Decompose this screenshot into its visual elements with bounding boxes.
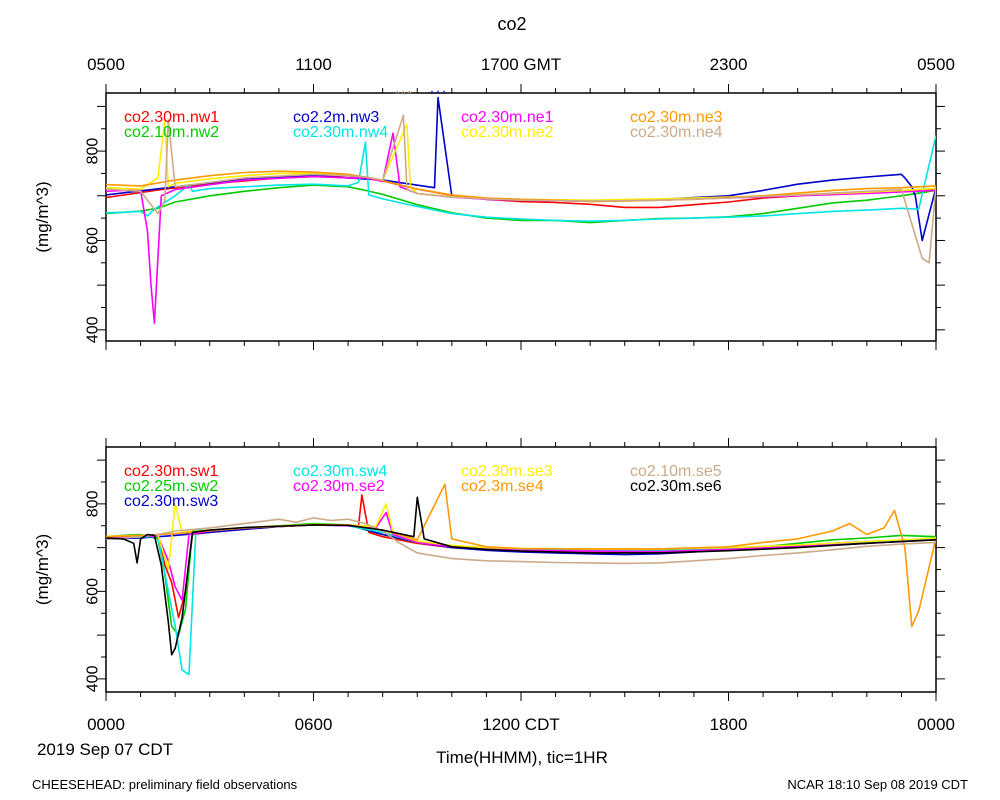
series-line-co2.30m.se3: [106, 503, 936, 571]
series-line-co2.30m.nw4: [106, 135, 936, 222]
x-tick-label: 0000: [917, 715, 955, 734]
x-tick-label: 0600: [295, 715, 333, 734]
marker-co2.2m.nw3: ^: [442, 89, 447, 99]
marker-co2.2m.nw3: ^: [430, 89, 435, 99]
x-tick-label: 1800: [710, 715, 748, 734]
legend-entry-co2.30m.sw4: co2.30m.sw4: [293, 463, 387, 480]
series-line-co2.25m.sw2: [106, 522, 936, 636]
marker-co2.30m.ne4: ^: [401, 89, 406, 99]
marker-co2.2m.nw3: ^: [436, 89, 441, 99]
y-axis-label: (mg/m^3): [33, 181, 52, 252]
legend-entry-co2.30m.ne1: co2.30m.ne1: [461, 109, 554, 126]
date-label: 2019 Sep 07 CDT: [37, 740, 173, 759]
legend-entry-co2.30m.ne3: co2.30m.ne3: [630, 109, 723, 126]
legend-entry-co2.2m.nw3: co2.2m.nw3: [293, 109, 379, 126]
y-tick-label: 400: [85, 316, 102, 343]
legend-entry-co2.30m.se3: co2.30m.se3: [461, 463, 553, 480]
x-tick-label: 0000: [87, 715, 125, 734]
legend-entry-co2.30m.se6: co2.30m.se6: [630, 478, 722, 495]
series-group: [106, 483, 936, 676]
legend-entry-co2.30m.ne4: co2.30m.ne4: [630, 124, 723, 141]
bottom-panel: 400 600 800 (mg/m^3) 0000 0600 1200 CDT 1800 000…: [33, 438, 955, 734]
top-axis-tick-label: 2300: [710, 55, 748, 74]
marker-co2.30m.ne4: ^: [407, 89, 412, 99]
y-tick-label: 800: [85, 490, 102, 517]
series-line-co2.30m.se6: [106, 496, 936, 656]
series-line-co2.30m.se2: [106, 511, 936, 601]
series-line-co2.3m.se4: [106, 483, 936, 628]
legend-entry-co2.10m.nw2: co2.10m.nw2: [124, 124, 219, 141]
legend-entry-co2.30m.sw3: co2.30m.sw3: [124, 493, 218, 510]
series-line-co2.10m.se5: [106, 517, 936, 565]
top-panel: 400 600 800 (mg/m^3) 0500 1100 1700 GMT 2300 050…: [33, 55, 955, 350]
y-tick-label: 600: [85, 578, 102, 605]
legend-entry-co2.25m.sw2: co2.25m.sw2: [124, 478, 218, 495]
legend-entry-co2.30m.se2: co2.30m.se2: [293, 478, 385, 495]
x-tick-label: 1200 CDT: [482, 715, 559, 734]
series-line-co2.30m.ne1: [106, 132, 936, 324]
chart-title: co2: [497, 14, 526, 34]
y-tick-label: 800: [85, 138, 102, 165]
top-axis-tick-label: 0500: [917, 55, 955, 74]
series-line-co2.30m.ne3: [106, 170, 936, 203]
out-of-range-markers: ^ ^ ^^ ^ ^: [395, 89, 447, 99]
legend-entry-co2.30m.nw4: co2.30m.nw4: [293, 124, 388, 141]
y-tick-label: 400: [85, 665, 102, 692]
series-line-co2.10m.nw2: [106, 184, 936, 224]
legend-entry-co2.30m.ne2: co2.30m.ne2: [461, 124, 554, 141]
legend-entry-co2.30m.nw1: co2.30m.nw1: [124, 109, 219, 126]
legend-entry-co2.30m.sw1: co2.30m.sw1: [124, 463, 218, 480]
top-axis-tick-label: 1700 GMT: [481, 55, 561, 74]
top-axis-tick-label: 0500: [87, 55, 125, 74]
marker-co2.30m.ne4: ^: [395, 89, 400, 99]
series-line-co2.30m.ne4: [106, 114, 936, 264]
footer-right: NCAR 18:10 Sep 08 2019 CDT: [787, 777, 968, 792]
legend-entry-co2.3m.se4: co2.3m.se4: [461, 478, 544, 495]
x-axis-label: Time(HHMM), tic=1HR: [436, 748, 608, 767]
y-axis-label: (mg/m^3): [33, 534, 52, 605]
top-axis-tick-label: 1100: [295, 55, 332, 74]
series-group: [106, 96, 936, 324]
series-line-co2.30m.sw1: [106, 494, 936, 619]
legend-entry-co2.10m.se5: co2.10m.se5: [630, 463, 722, 480]
y-tick-label: 600: [85, 227, 102, 254]
footer-left: CHEESEHEAD: preliminary field observatio…: [32, 777, 298, 792]
